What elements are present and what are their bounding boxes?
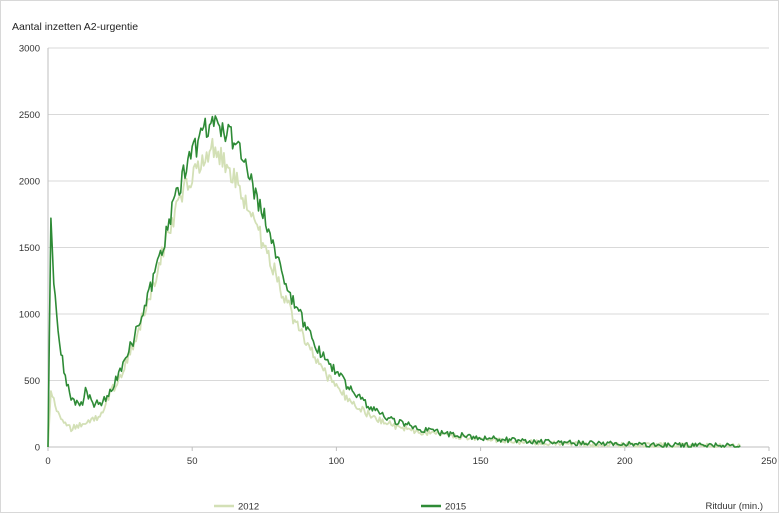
x-axis-title: Ritduur (min.) [705, 501, 763, 512]
y-tick-label: 0 [35, 443, 40, 454]
series-line-2015 [47, 115, 741, 448]
y-tick-label: 2000 [19, 177, 40, 188]
legend: 2012 2015 [214, 502, 466, 513]
x-tick-label: 250 [761, 456, 777, 467]
y-tick-label: 500 [24, 376, 40, 387]
y-axis-title: Aantal inzetten A2-urgentie [12, 21, 138, 33]
y-tick-labels: 0 500 1000 1500 2000 2500 3000 [19, 44, 40, 454]
x-tick-label: 0 [45, 456, 50, 467]
legend-label-2015: 2015 [445, 502, 466, 513]
y-tick-label: 3000 [19, 44, 40, 55]
axes [47, 48, 770, 451]
x-tick-labels: 0 50 100 150 200 250 [45, 456, 777, 467]
gridlines [48, 47, 769, 381]
legend-label-2012: 2012 [238, 502, 259, 513]
x-tick-label: 150 [473, 456, 489, 467]
y-tick-label: 2500 [19, 110, 40, 121]
x-tick-label: 100 [328, 456, 344, 467]
x-tick-label: 200 [617, 456, 633, 467]
x-tick-label: 50 [187, 456, 198, 467]
y-tick-label: 1000 [19, 310, 40, 321]
y-tick-label: 1500 [19, 243, 40, 254]
series-line-2012 [47, 137, 741, 448]
series-lines [47, 115, 741, 448]
